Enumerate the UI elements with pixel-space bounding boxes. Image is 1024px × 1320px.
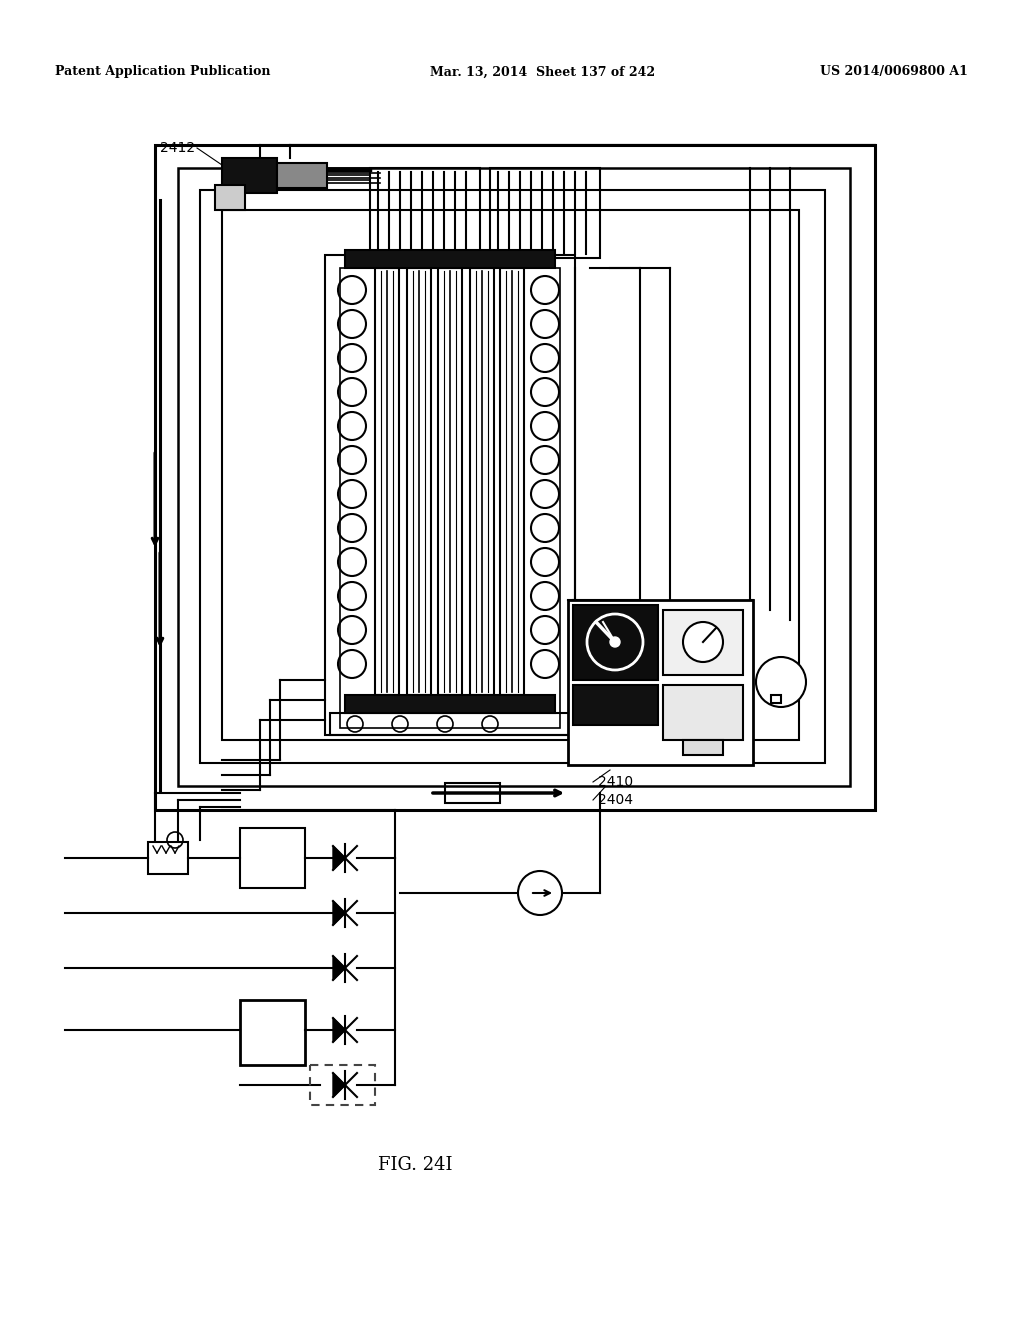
Bar — [490, 168, 600, 257]
Bar — [663, 610, 743, 675]
Text: 2410: 2410 — [598, 775, 633, 789]
Bar — [573, 605, 658, 680]
Text: Mar. 13, 2014  Sheet 137 of 242: Mar. 13, 2014 Sheet 137 of 242 — [430, 66, 655, 78]
Polygon shape — [333, 846, 345, 870]
Bar — [325, 255, 575, 735]
Text: FIG. 24I: FIG. 24I — [378, 1156, 453, 1173]
Bar — [222, 158, 278, 193]
Polygon shape — [333, 956, 345, 979]
Bar — [345, 696, 555, 713]
Bar — [683, 741, 723, 755]
Bar — [568, 601, 753, 766]
Polygon shape — [333, 1018, 345, 1041]
Bar — [330, 713, 570, 735]
Polygon shape — [333, 1073, 345, 1097]
Bar — [240, 828, 305, 888]
Text: 2412: 2412 — [160, 141, 195, 154]
Circle shape — [683, 622, 723, 663]
Bar — [663, 685, 743, 741]
Bar — [445, 783, 500, 803]
Bar — [310, 1065, 375, 1105]
Circle shape — [610, 638, 620, 647]
Bar — [573, 685, 658, 725]
Bar — [345, 249, 555, 268]
Text: Patent Application Publication: Patent Application Publication — [55, 66, 270, 78]
Bar — [222, 210, 799, 741]
Text: 2404: 2404 — [598, 793, 633, 807]
Bar — [370, 168, 480, 257]
Bar — [200, 190, 825, 763]
Bar — [375, 268, 399, 696]
Bar — [148, 842, 188, 874]
Circle shape — [756, 657, 806, 708]
Text: US 2014/0069800 A1: US 2014/0069800 A1 — [820, 66, 968, 78]
Bar — [215, 185, 245, 210]
Circle shape — [587, 614, 643, 671]
Bar — [178, 168, 850, 785]
Bar — [407, 268, 431, 696]
Bar — [771, 696, 781, 704]
Bar — [278, 162, 327, 187]
Bar — [340, 268, 560, 729]
Circle shape — [518, 871, 562, 915]
Bar — [500, 268, 524, 696]
Bar — [240, 1001, 305, 1065]
Bar — [470, 268, 494, 696]
Bar — [438, 268, 462, 696]
Polygon shape — [333, 902, 345, 925]
Bar — [155, 145, 874, 810]
